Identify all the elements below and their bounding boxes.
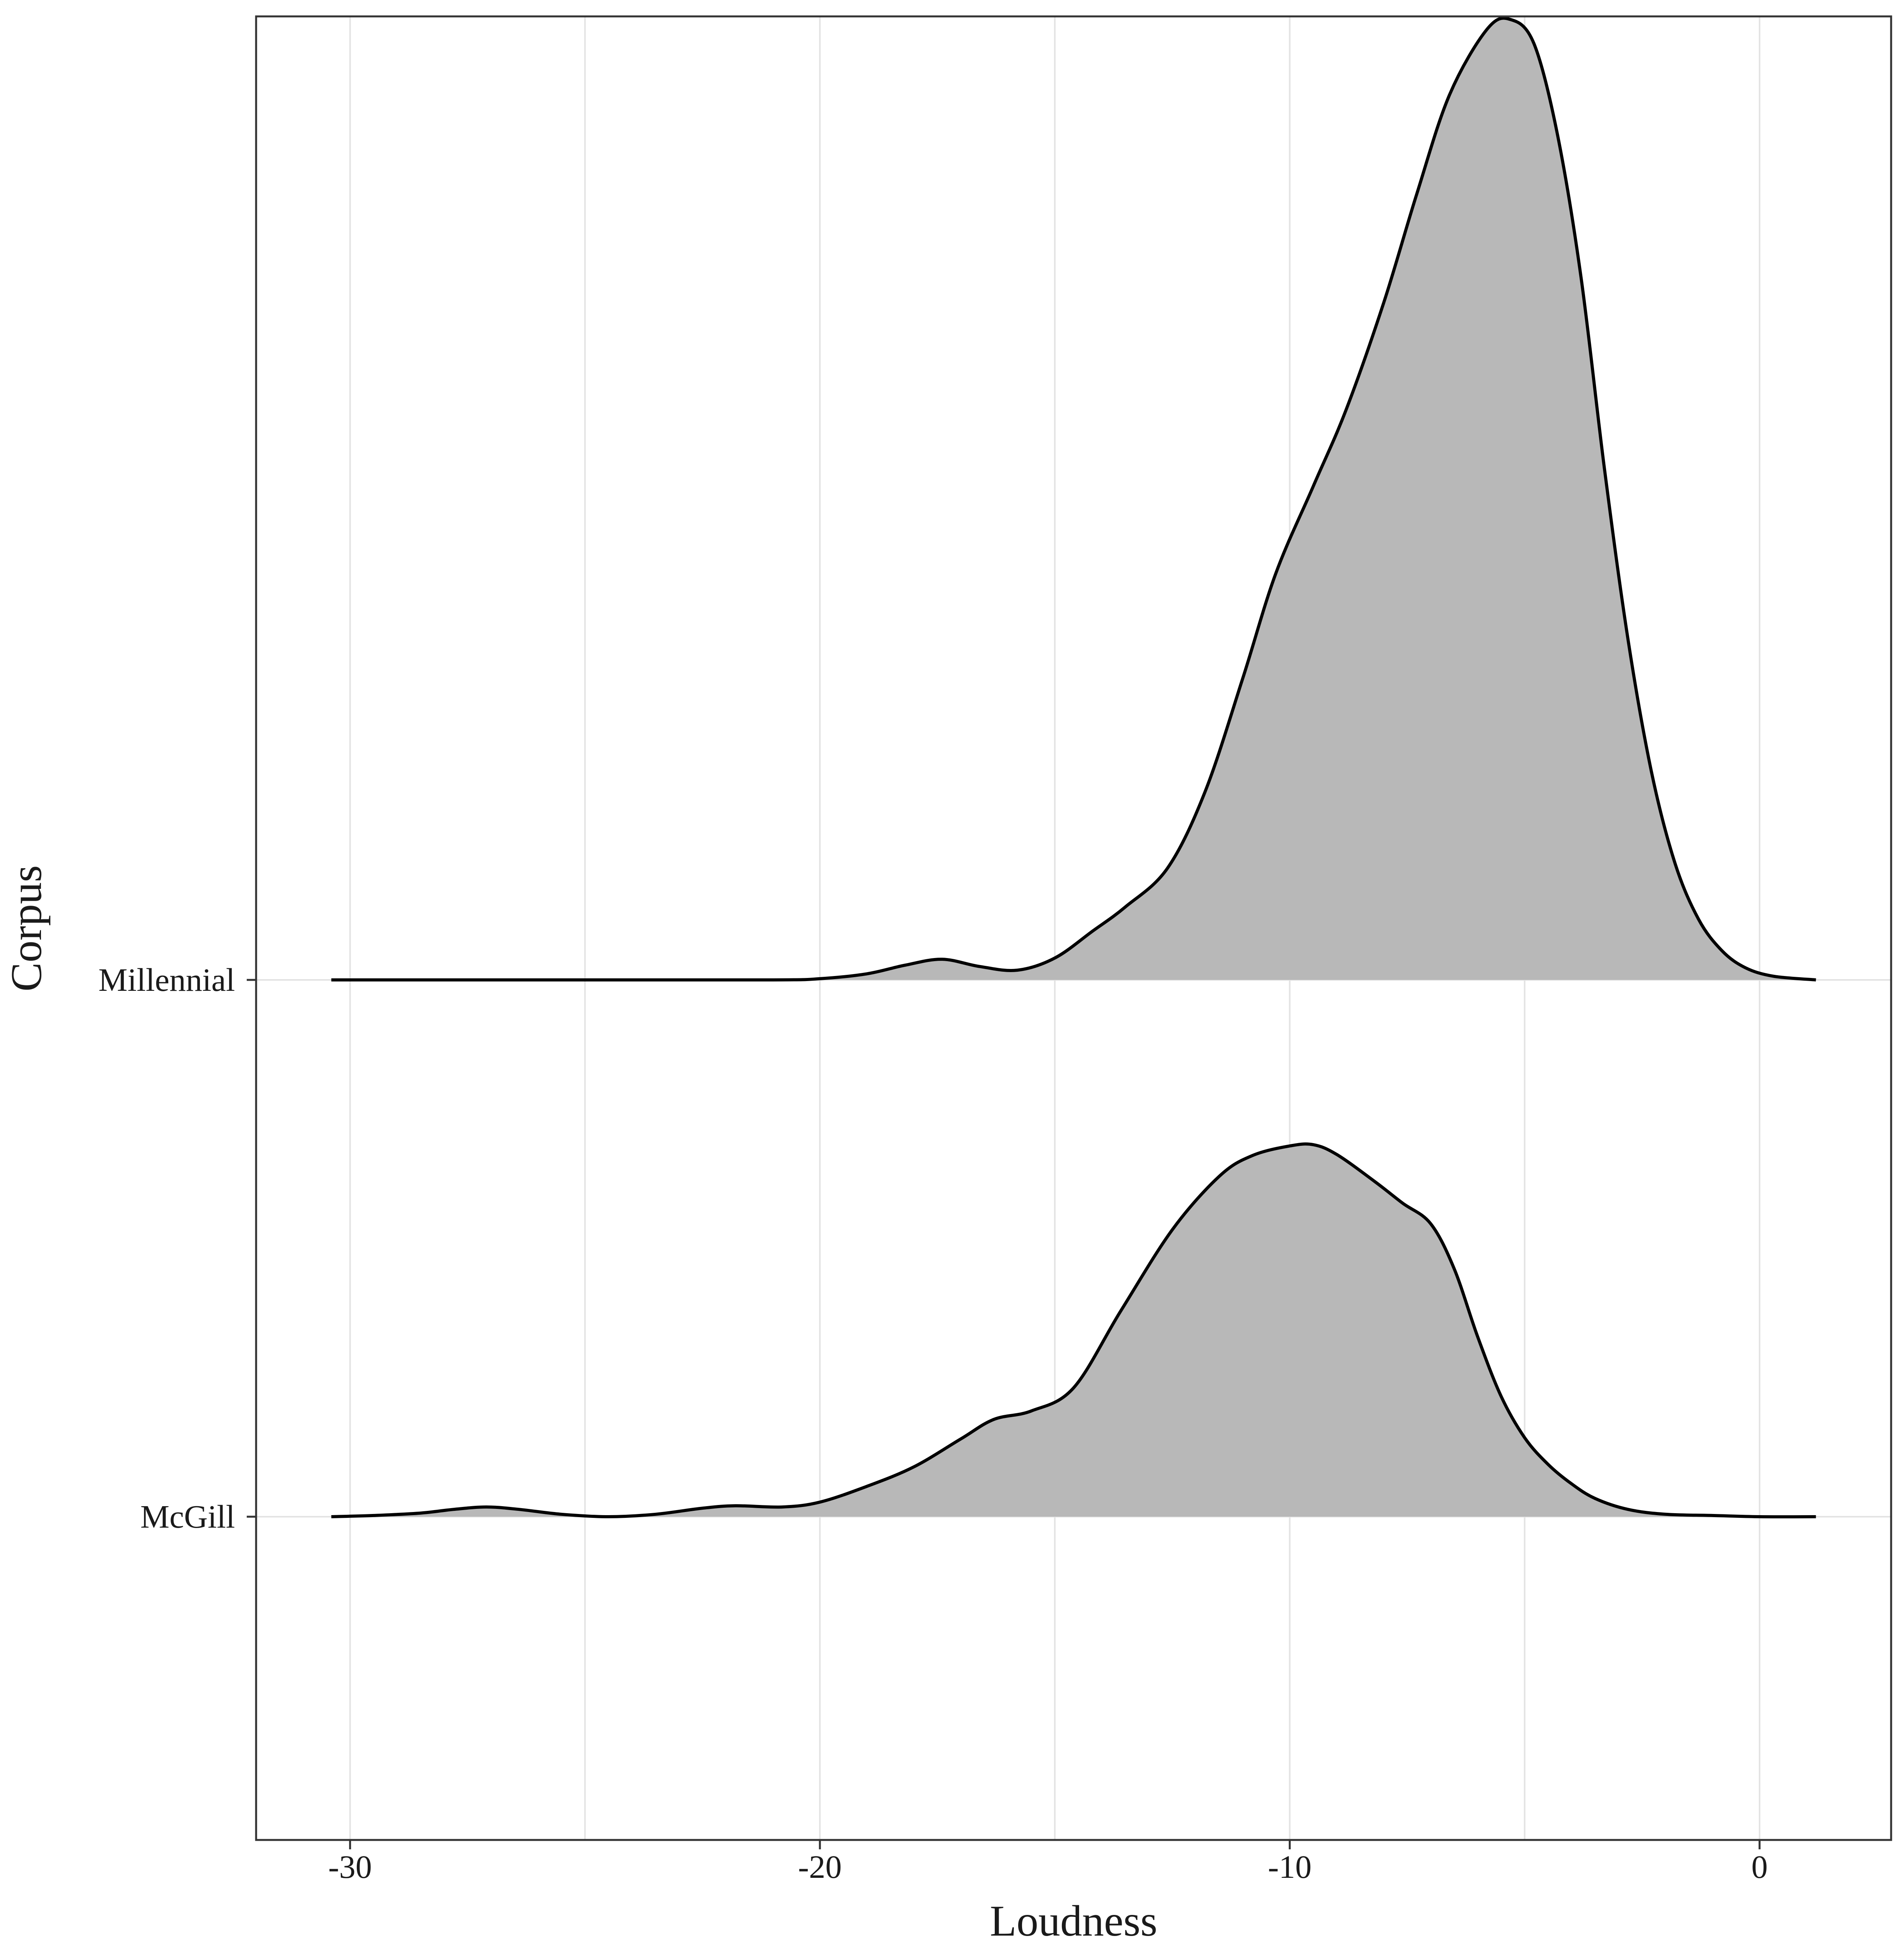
x-tick-label: -10 <box>1268 1849 1312 1885</box>
ridge-outline-millennial <box>331 16 1816 982</box>
x-tick-label: -20 <box>798 1849 842 1885</box>
density-ridges <box>331 16 1816 1519</box>
x-tick-label: 0 <box>1751 1849 1768 1885</box>
y-tick-label: Millennial <box>98 962 235 998</box>
ridge-millennial <box>331 16 1816 982</box>
y-axis-title: Corpus <box>2 865 51 992</box>
panel-border <box>255 15 1892 1841</box>
ridge-outline-mcgill <box>331 1142 1816 1519</box>
x-tick-label: -30 <box>328 1849 372 1885</box>
x-axis: -30 -20 -10 0 <box>328 1840 1768 1885</box>
ridge-fill-mcgill <box>331 1144 1816 1517</box>
ridge-fill-millennial <box>331 18 1816 980</box>
y-tick-label: McGill <box>140 1499 235 1535</box>
x-axis-title: Loudness <box>990 1897 1157 1945</box>
y-axis: McGill Millennial <box>98 962 256 1535</box>
ridge-mcgill <box>331 1142 1816 1519</box>
